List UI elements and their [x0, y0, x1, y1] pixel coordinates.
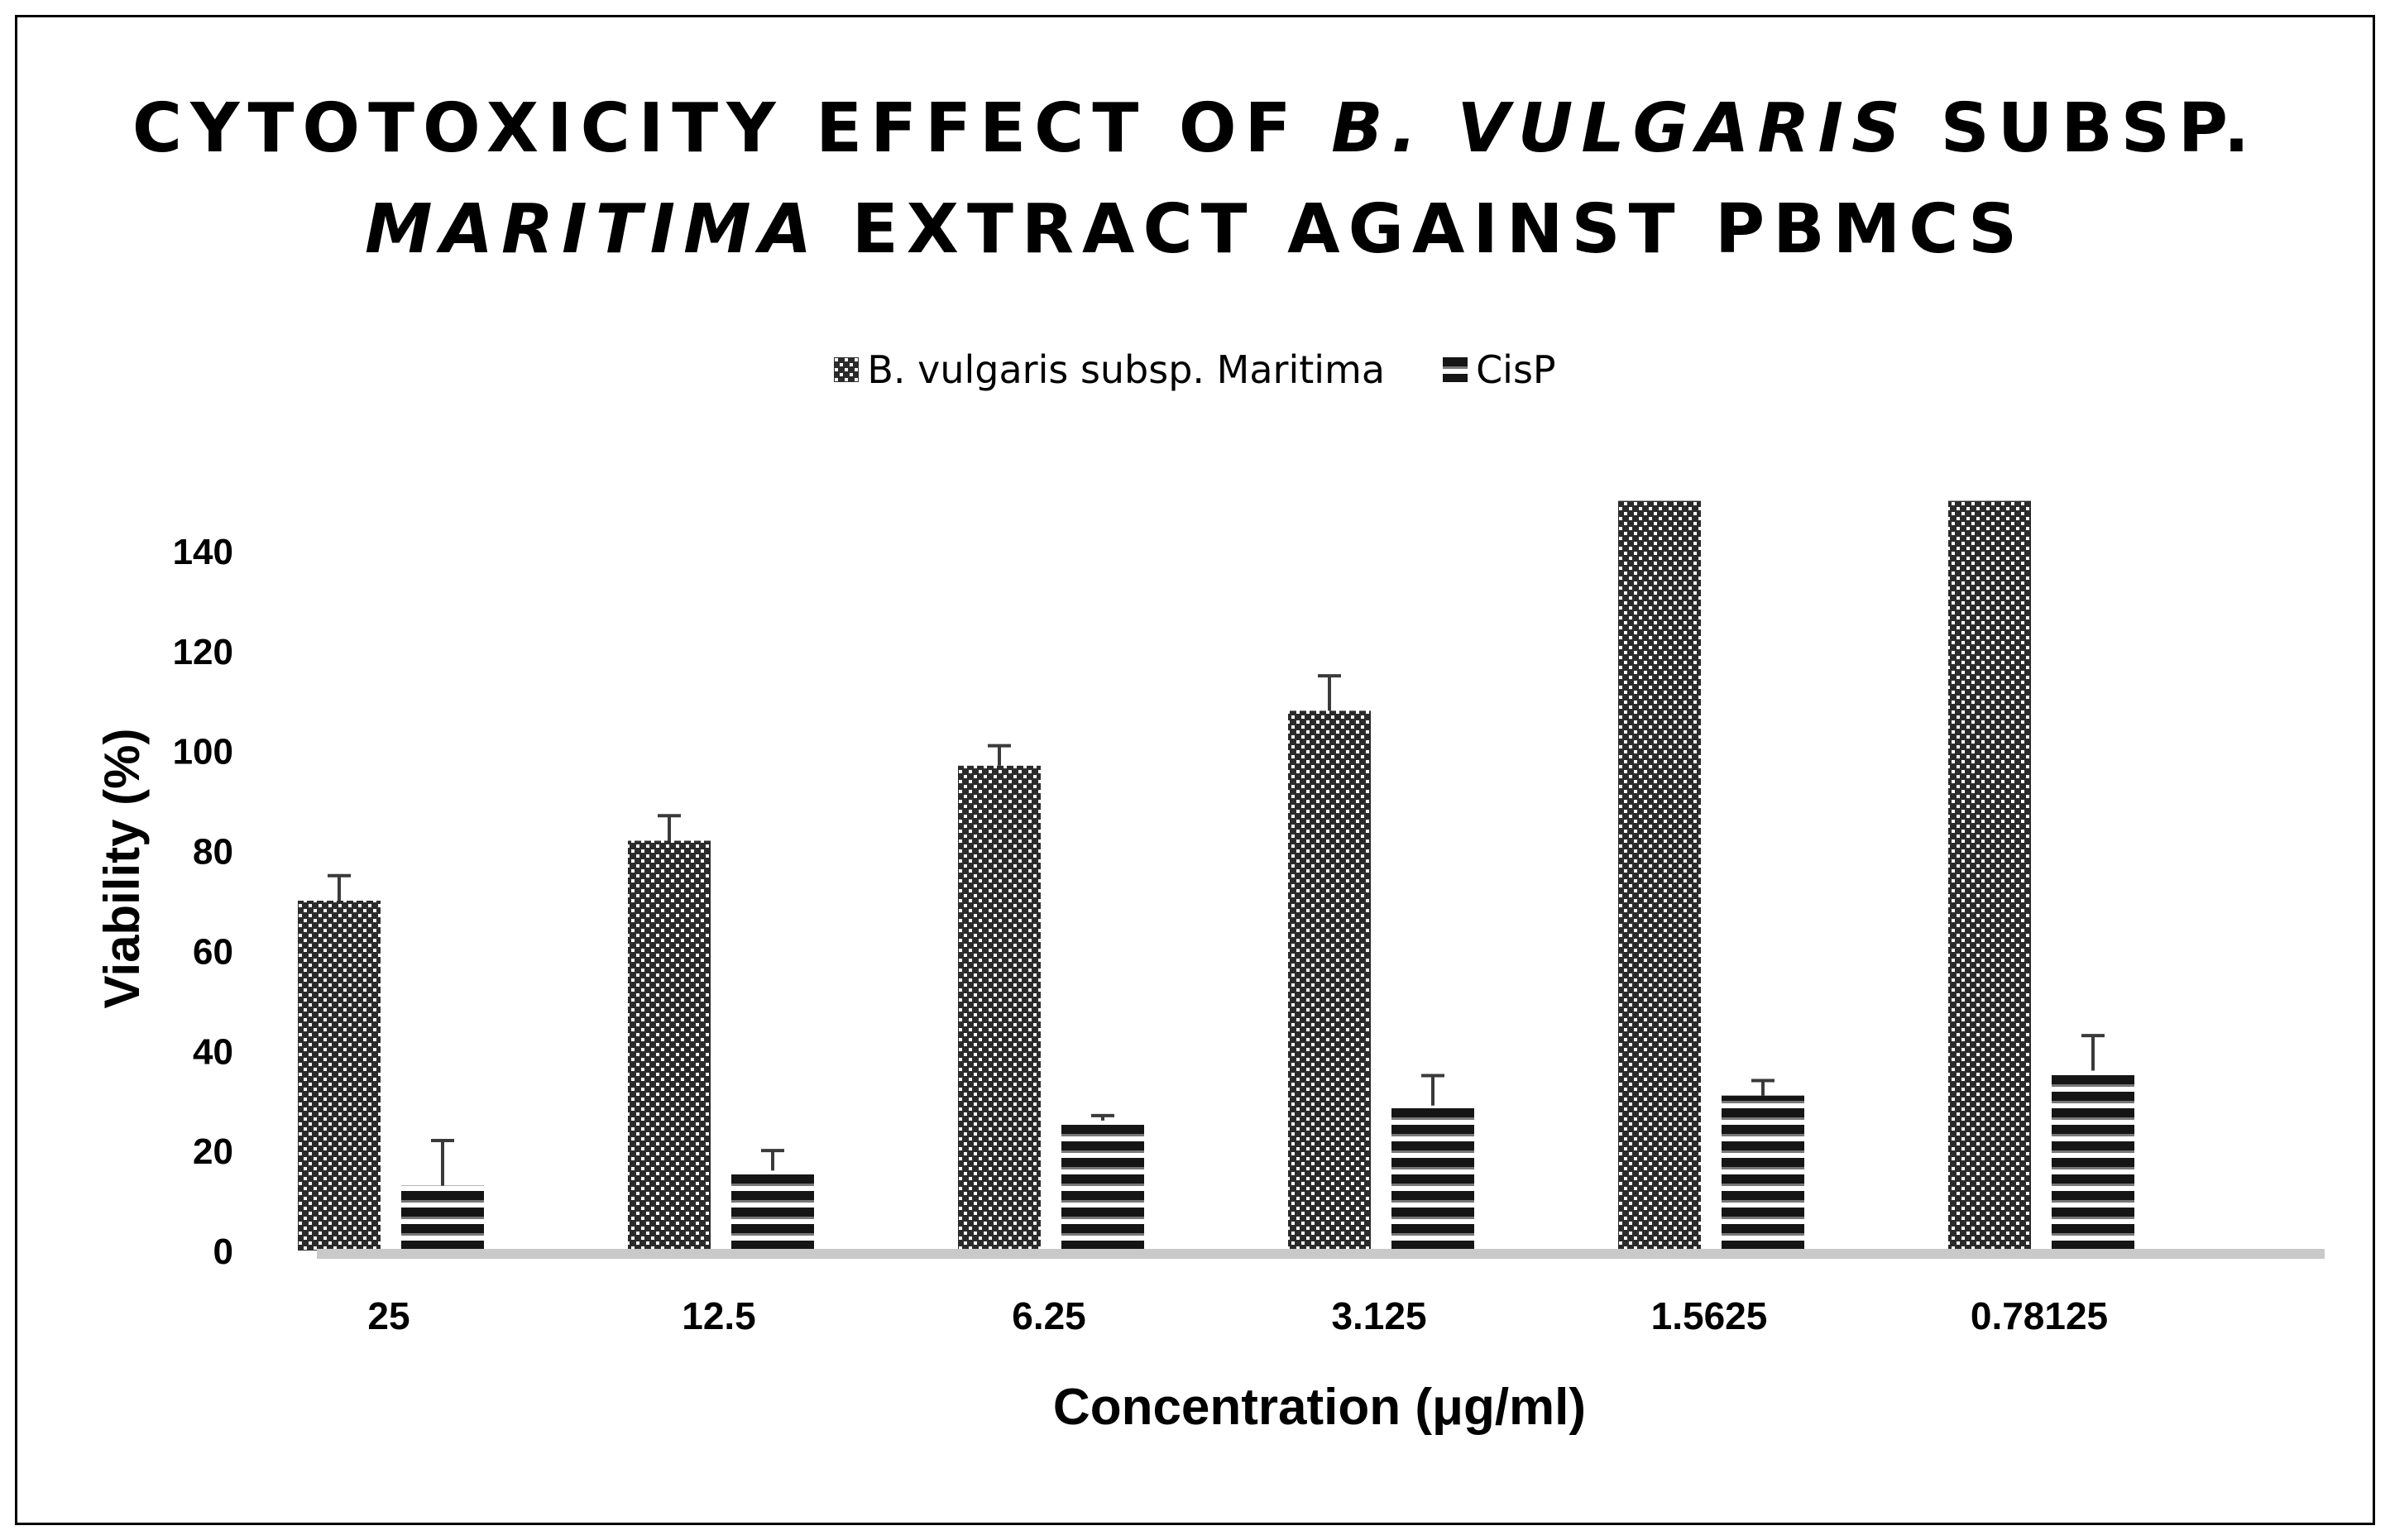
- bar-cisp: [1391, 1105, 1474, 1251]
- x-tick-label: 3.125: [1331, 1294, 1426, 1337]
- x-tick-label: 0.78125: [1971, 1294, 2108, 1337]
- bar-extract: [628, 840, 711, 1251]
- y-tick-label: 60: [193, 931, 233, 972]
- legend-item-series2: CisP: [1443, 347, 1556, 392]
- x-tick-label: 12.5: [682, 1294, 756, 1337]
- bar-cisp: [1722, 1095, 1804, 1251]
- bar-extract: [298, 901, 381, 1251]
- legend-swatch-series1: [834, 357, 860, 382]
- y-axis-label: Viability (%): [94, 729, 150, 1009]
- bar-cisp: [401, 1185, 484, 1251]
- bar-extract: [1288, 710, 1371, 1251]
- x-axis: 25 12.5 6.25 3.125 1.5625 0.78125: [317, 1249, 2325, 1337]
- legend-label-series2: CisP: [1476, 347, 1556, 392]
- y-tick-label: 0: [213, 1232, 233, 1272]
- y-tick-label: 20: [193, 1131, 233, 1172]
- bar-cisp: [2052, 1070, 2134, 1251]
- bar-cisp: [1061, 1120, 1144, 1251]
- bar-extract: [1948, 500, 2031, 1251]
- x-tick-label: 6.25: [1012, 1294, 1086, 1337]
- legend-item-series1: B. vulgaris subsp. Maritima: [834, 347, 1385, 392]
- bar-extract: [1618, 500, 1701, 1251]
- bar-cisp: [731, 1170, 814, 1251]
- chart-title: CYTOTOXICITY EFFECT OF B. VULGARIS SUBSP…: [132, 89, 2258, 269]
- y-tick-label: 40: [193, 1031, 233, 1072]
- x-tick-label: 25: [367, 1294, 410, 1337]
- y-tick-label: 120: [173, 632, 233, 672]
- legend-swatch-series2: [1443, 357, 1468, 382]
- bars-group: [298, 500, 2134, 1251]
- y-tick-label: 80: [193, 832, 233, 873]
- y-axis: 0 20 40 60 80 100 120 140: [173, 532, 233, 1272]
- y-tick-label: 140: [173, 532, 233, 572]
- bar-extract: [958, 765, 1041, 1251]
- chart-legend: B. vulgaris subsp. Maritima CisP: [0, 347, 2390, 392]
- x-axis-label: Concentration (μg/ml): [1053, 1379, 1586, 1436]
- x-tick-label: 1.5625: [1651, 1294, 1768, 1337]
- y-tick-label: 100: [173, 732, 233, 772]
- legend-label-series1: B. vulgaris subsp. Maritima: [867, 347, 1386, 392]
